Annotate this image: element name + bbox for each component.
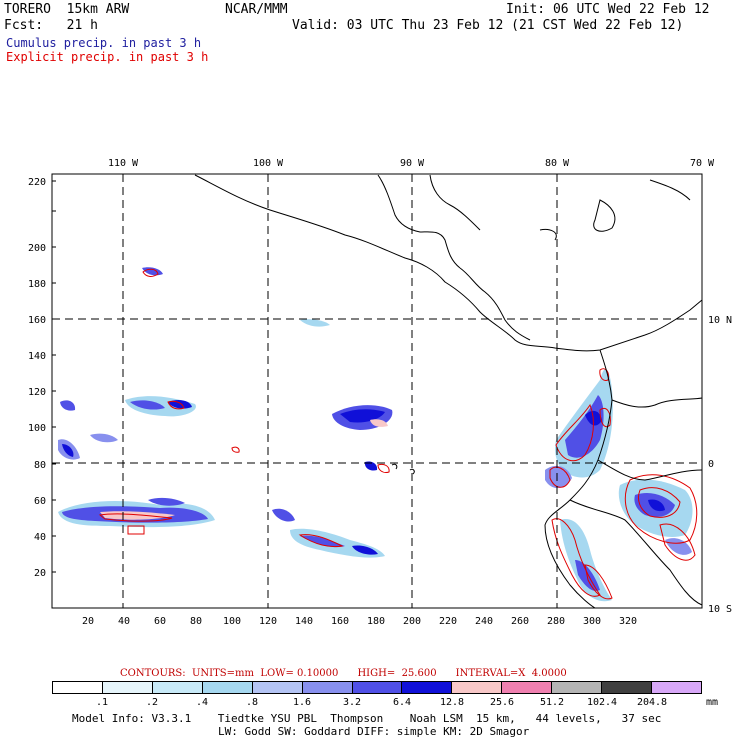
x-tick: 120 (259, 616, 277, 627)
x-tick: 200 (403, 616, 421, 627)
init-time: Init: 06 UTC Wed 22 Feb 12 (506, 2, 710, 17)
forecast-hour: Fcst: 21 h (4, 18, 98, 33)
coastlines (194, 174, 703, 609)
x-tick: 80 (190, 616, 202, 627)
lon-label: 110 W (108, 158, 139, 169)
x-tick-labels: 20 40 60 80 100 120 140 160 180 200 220 … (82, 616, 637, 627)
scale-swatch (552, 682, 603, 693)
scale-label: .8 (245, 697, 259, 708)
scale-label: 51.2 (539, 697, 565, 708)
x-tick: 100 (223, 616, 241, 627)
precip-shading (58, 267, 693, 602)
x-tick: 260 (511, 616, 529, 627)
axis-ticks (52, 180, 56, 573)
scale-swatch (302, 682, 353, 693)
y-tick: 60 (34, 496, 46, 507)
scale-unit: mm (705, 697, 719, 708)
x-tick: 180 (367, 616, 385, 627)
x-tick: 320 (619, 616, 637, 627)
y-tick: 120 (28, 387, 46, 398)
scale-swatch (53, 682, 103, 693)
scale-label: 6.4 (392, 697, 412, 708)
explicit-title: Explicit precip. in past 3 h (6, 50, 209, 64)
scale-swatch (102, 682, 153, 693)
scale-swatch (352, 682, 403, 693)
scale-swatch (502, 682, 553, 693)
y-tick: 20 (34, 568, 46, 579)
center-name: NCAR/MMM (225, 2, 288, 17)
color-scale-bar (52, 681, 702, 694)
scale-label: .2 (145, 697, 159, 708)
scale-swatch (252, 682, 303, 693)
x-tick: 240 (475, 616, 493, 627)
cumulus-title: Cumulus precip. in past 3 h (6, 36, 202, 50)
x-tick: 300 (583, 616, 601, 627)
scale-label: 204.8 (636, 697, 668, 708)
scale-label: 3.2 (342, 697, 362, 708)
y-tick: 180 (28, 279, 46, 290)
scale-label: .1 (95, 697, 109, 708)
lat-label: 10 S (708, 604, 732, 615)
y-tick: 220 (28, 177, 46, 188)
lat-lon-grid (52, 174, 702, 608)
x-tick: 280 (547, 616, 565, 627)
lon-label: 100 W (253, 158, 284, 169)
scale-label: 12.8 (439, 697, 465, 708)
y-tick: 40 (34, 532, 46, 543)
lon-label: 70 W (690, 158, 715, 169)
scale-label: 102.4 (586, 697, 618, 708)
explicit-contours (98, 268, 698, 600)
y-tick: 80 (34, 460, 46, 471)
lat-labels: 10 N 0 10 S (708, 315, 732, 615)
y-tick: 140 (28, 351, 46, 362)
y-tick: 100 (28, 423, 46, 434)
contour-info: CONTOURS: UNITS=mm LOW= 0.10000 HIGH= 25… (120, 668, 567, 679)
x-tick: 20 (82, 616, 94, 627)
lat-label: 0 (708, 459, 714, 470)
scale-swatch (602, 682, 653, 693)
scale-swatch (452, 682, 503, 693)
valid-time: Valid: 03 UTC Thu 23 Feb 12 (21 CST Wed … (292, 18, 684, 33)
x-tick: 60 (154, 616, 166, 627)
lon-label: 80 W (545, 158, 570, 169)
x-tick: 160 (331, 616, 349, 627)
scale-swatch (402, 682, 453, 693)
scale-swatch (202, 682, 253, 693)
scale-label: .4 (195, 697, 209, 708)
model-name: TORERO 15km ARW (4, 2, 130, 17)
y-tick: 200 (28, 243, 46, 254)
x-tick: 40 (118, 616, 130, 627)
lon-labels: 110 W 100 W 90 W 80 W 70 W (108, 158, 715, 169)
y-tick: 160 (28, 315, 46, 326)
x-tick: 220 (439, 616, 457, 627)
y-tick-labels: 20 40 60 80 100 120 140 160 180 200 220 (28, 177, 46, 579)
scale-swatch (152, 682, 203, 693)
lat-label: 10 N (708, 315, 732, 326)
lon-label: 90 W (400, 158, 425, 169)
physics-info: LW: Godd SW: Goddard DIFF: simple KM: 2D… (218, 725, 530, 738)
model-info: Model Info: V3.3.1 Tiedtke YSU PBL Thomp… (72, 712, 662, 725)
scale-label: 1.6 (292, 697, 312, 708)
x-tick: 140 (295, 616, 313, 627)
scale-swatch (652, 682, 701, 693)
scale-label: 25.6 (489, 697, 515, 708)
